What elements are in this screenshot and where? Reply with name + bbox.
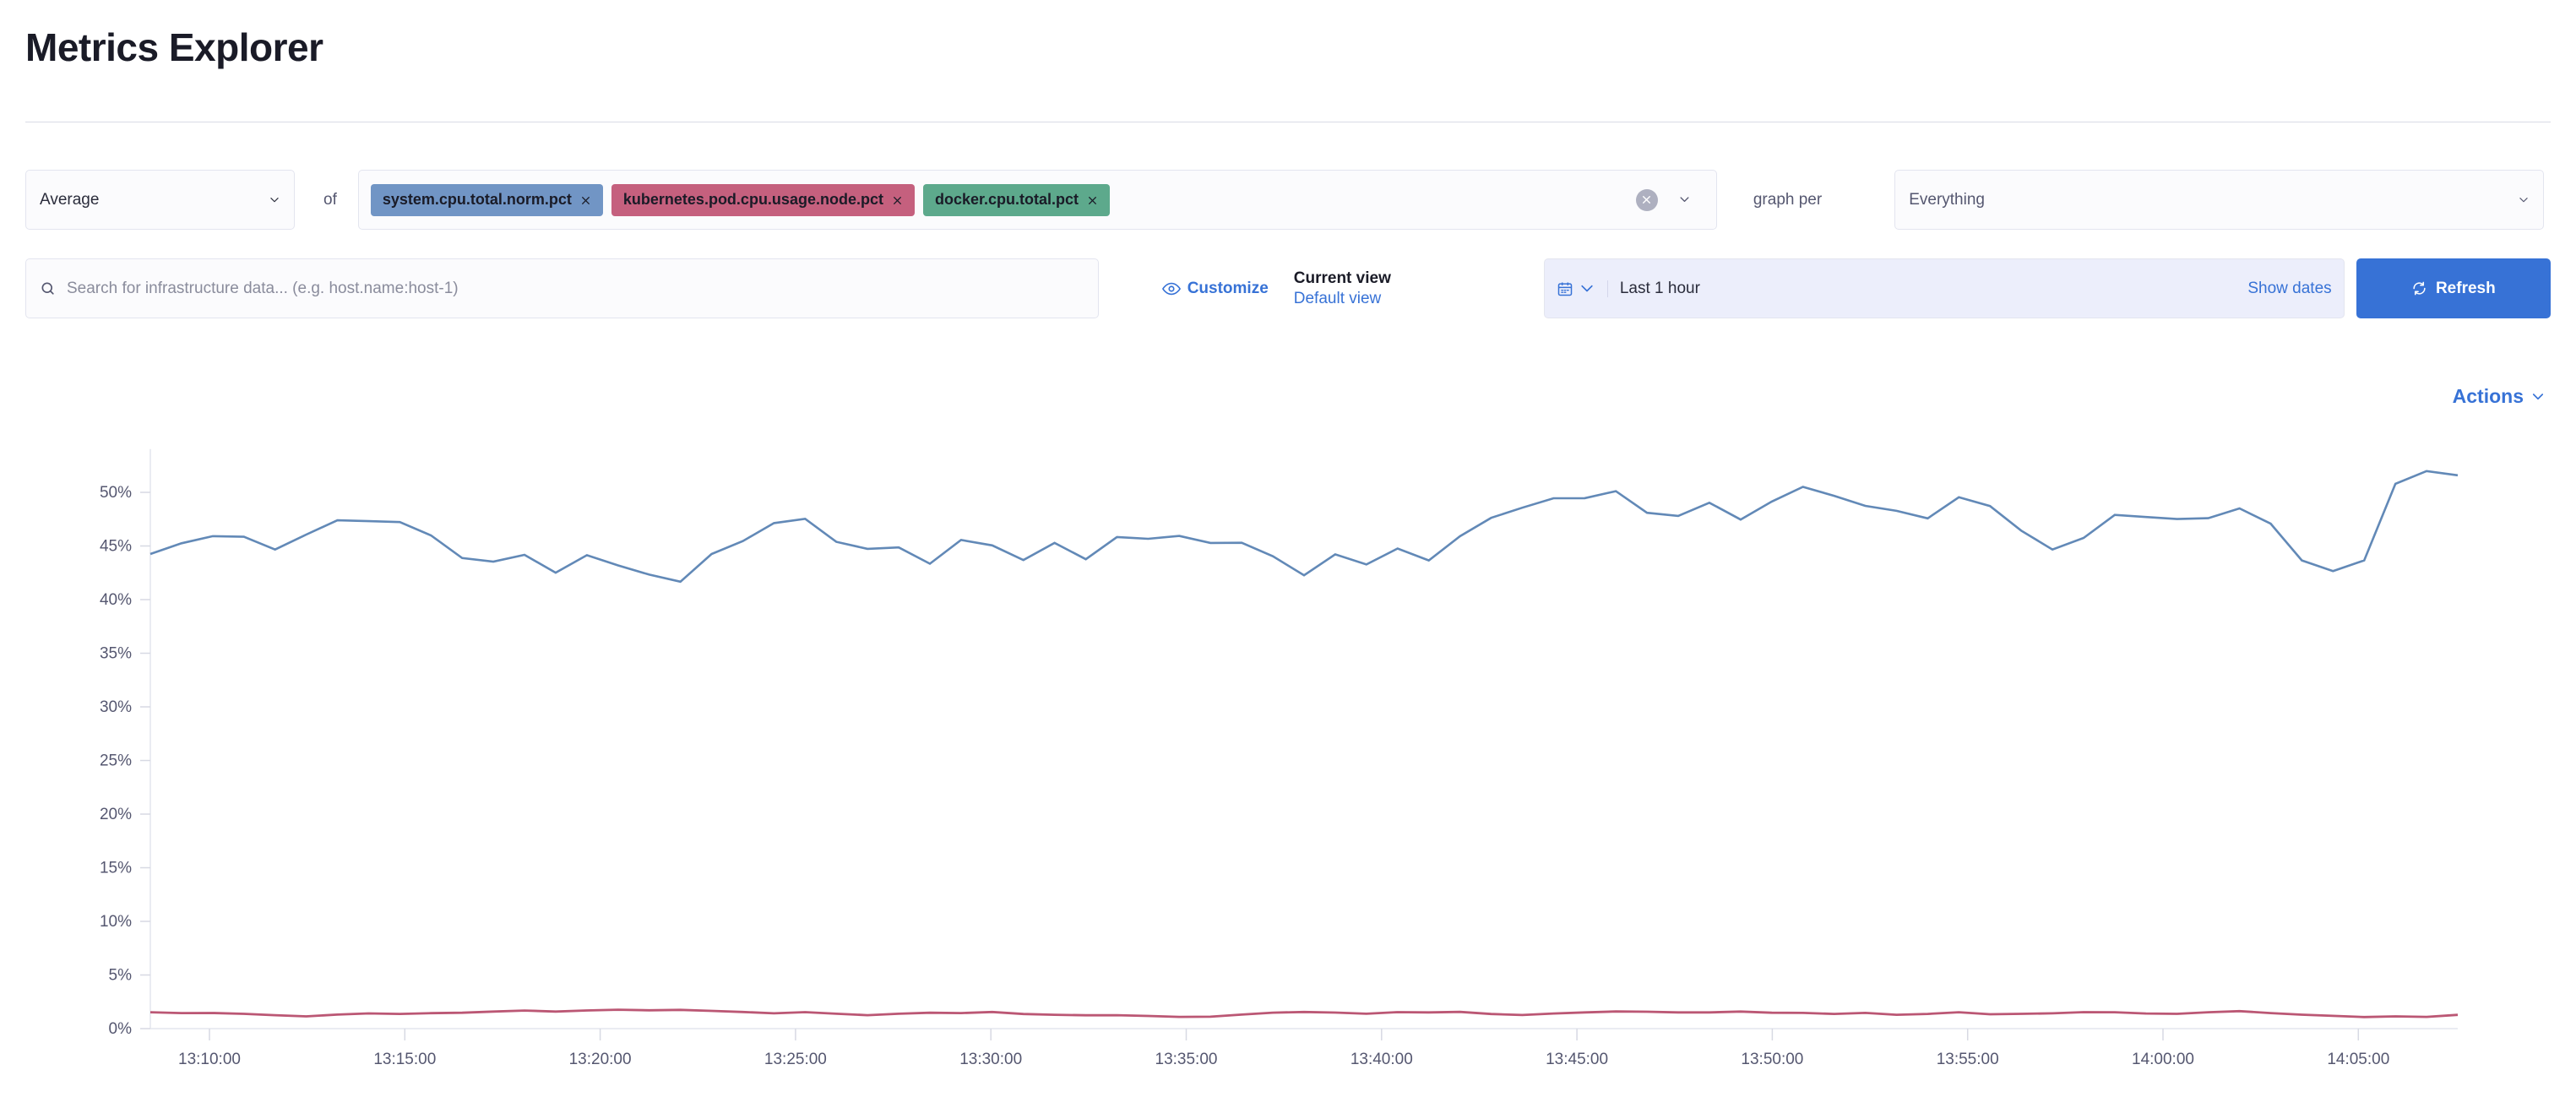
svg-text:5%: 5% bbox=[109, 967, 133, 985]
svg-text:14:05:00: 14:05:00 bbox=[2327, 1051, 2389, 1068]
svg-text:13:15:00: 13:15:00 bbox=[373, 1051, 436, 1068]
svg-text:13:35:00: 13:35:00 bbox=[1155, 1051, 1218, 1068]
svg-text:40%: 40% bbox=[100, 591, 132, 609]
svg-text:13:55:00: 13:55:00 bbox=[1937, 1051, 1999, 1068]
svg-text:13:50:00: 13:50:00 bbox=[1741, 1051, 1803, 1068]
svg-text:25%: 25% bbox=[100, 752, 132, 770]
svg-text:20%: 20% bbox=[100, 806, 132, 823]
svg-text:13:30:00: 13:30:00 bbox=[959, 1051, 1022, 1068]
svg-text:30%: 30% bbox=[100, 698, 132, 716]
svg-text:13:10:00: 13:10:00 bbox=[178, 1051, 241, 1068]
svg-text:15%: 15% bbox=[100, 860, 132, 877]
svg-text:13:40:00: 13:40:00 bbox=[1350, 1051, 1413, 1068]
svg-text:14:00:00: 14:00:00 bbox=[2132, 1051, 2194, 1068]
svg-text:13:45:00: 13:45:00 bbox=[1546, 1051, 1608, 1068]
svg-text:10%: 10% bbox=[100, 913, 132, 931]
svg-text:0%: 0% bbox=[109, 1020, 133, 1038]
svg-text:13:25:00: 13:25:00 bbox=[764, 1051, 827, 1068]
svg-text:45%: 45% bbox=[100, 538, 132, 556]
svg-text:35%: 35% bbox=[100, 645, 132, 663]
svg-text:13:20:00: 13:20:00 bbox=[569, 1051, 632, 1068]
svg-text:50%: 50% bbox=[100, 484, 132, 502]
